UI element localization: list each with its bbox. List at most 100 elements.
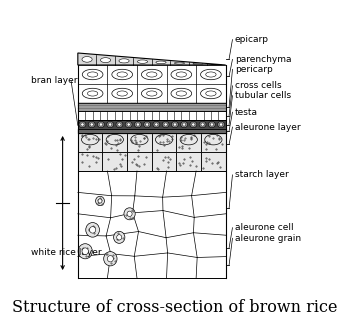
Text: starch layer: starch layer bbox=[235, 170, 289, 180]
Ellipse shape bbox=[138, 60, 148, 63]
Ellipse shape bbox=[118, 123, 121, 126]
Ellipse shape bbox=[79, 121, 86, 128]
Text: white rice layer: white rice layer bbox=[32, 248, 102, 257]
Ellipse shape bbox=[82, 88, 103, 99]
Ellipse shape bbox=[176, 72, 187, 77]
Ellipse shape bbox=[155, 134, 173, 145]
Ellipse shape bbox=[193, 63, 203, 64]
Bar bbox=[176, 152, 201, 171]
Ellipse shape bbox=[82, 248, 89, 255]
Ellipse shape bbox=[124, 208, 135, 220]
Bar bbox=[201, 133, 226, 152]
Ellipse shape bbox=[125, 121, 132, 128]
Ellipse shape bbox=[146, 123, 149, 126]
Ellipse shape bbox=[112, 88, 133, 99]
Ellipse shape bbox=[116, 121, 123, 128]
Ellipse shape bbox=[99, 123, 103, 126]
Ellipse shape bbox=[119, 59, 129, 63]
Bar bbox=[176, 133, 201, 152]
Ellipse shape bbox=[114, 231, 125, 243]
Ellipse shape bbox=[90, 227, 96, 233]
Ellipse shape bbox=[206, 72, 216, 77]
Ellipse shape bbox=[141, 88, 162, 99]
Ellipse shape bbox=[82, 134, 99, 145]
Ellipse shape bbox=[156, 61, 166, 64]
Ellipse shape bbox=[108, 123, 112, 126]
Ellipse shape bbox=[181, 121, 188, 128]
Ellipse shape bbox=[81, 123, 84, 126]
Ellipse shape bbox=[147, 72, 157, 77]
Ellipse shape bbox=[107, 255, 113, 262]
Ellipse shape bbox=[199, 121, 206, 128]
Bar bbox=[78, 171, 226, 278]
Ellipse shape bbox=[192, 123, 195, 126]
Text: aleurone layer: aleurone layer bbox=[235, 122, 301, 132]
Ellipse shape bbox=[78, 244, 92, 259]
Bar bbox=[78, 133, 103, 152]
Text: aleurone grain: aleurone grain bbox=[235, 234, 301, 243]
Ellipse shape bbox=[117, 72, 127, 77]
Ellipse shape bbox=[141, 69, 162, 80]
Bar bbox=[78, 103, 226, 111]
Ellipse shape bbox=[190, 121, 197, 128]
Ellipse shape bbox=[107, 121, 114, 128]
Bar bbox=[78, 120, 226, 129]
Ellipse shape bbox=[82, 69, 103, 80]
Bar bbox=[127, 152, 152, 171]
Ellipse shape bbox=[208, 121, 215, 128]
Text: parenchyma: parenchyma bbox=[235, 55, 292, 64]
Bar bbox=[152, 152, 176, 171]
Ellipse shape bbox=[182, 123, 186, 126]
Ellipse shape bbox=[162, 121, 169, 128]
Text: cross cells: cross cells bbox=[235, 81, 282, 90]
Ellipse shape bbox=[173, 123, 176, 126]
Ellipse shape bbox=[218, 121, 225, 128]
Bar bbox=[78, 152, 103, 171]
Ellipse shape bbox=[171, 88, 192, 99]
Ellipse shape bbox=[164, 123, 167, 126]
Bar bbox=[103, 133, 127, 152]
Ellipse shape bbox=[96, 196, 104, 206]
Ellipse shape bbox=[206, 91, 216, 96]
Text: testa: testa bbox=[235, 108, 258, 117]
Text: aleurone cell: aleurone cell bbox=[235, 223, 294, 232]
Ellipse shape bbox=[147, 91, 157, 96]
Ellipse shape bbox=[176, 91, 187, 96]
Ellipse shape bbox=[104, 252, 117, 266]
Ellipse shape bbox=[172, 121, 178, 128]
Bar bbox=[103, 152, 127, 171]
Ellipse shape bbox=[117, 91, 127, 96]
Ellipse shape bbox=[100, 58, 111, 63]
Polygon shape bbox=[78, 53, 226, 65]
Ellipse shape bbox=[106, 134, 124, 145]
Text: pericarp: pericarp bbox=[235, 65, 273, 74]
Ellipse shape bbox=[112, 69, 133, 80]
Ellipse shape bbox=[97, 121, 104, 128]
Ellipse shape bbox=[136, 123, 140, 126]
Bar bbox=[78, 111, 226, 120]
Ellipse shape bbox=[134, 121, 141, 128]
Ellipse shape bbox=[131, 134, 148, 145]
Ellipse shape bbox=[86, 222, 99, 237]
Ellipse shape bbox=[144, 121, 150, 128]
Ellipse shape bbox=[171, 69, 192, 80]
Ellipse shape bbox=[210, 123, 214, 126]
Ellipse shape bbox=[98, 199, 102, 203]
Bar bbox=[152, 133, 176, 152]
Bar bbox=[127, 133, 152, 152]
Bar bbox=[201, 152, 226, 171]
Ellipse shape bbox=[88, 121, 95, 128]
Text: bran layer: bran layer bbox=[32, 76, 78, 85]
Ellipse shape bbox=[211, 64, 222, 65]
Ellipse shape bbox=[127, 123, 130, 126]
Ellipse shape bbox=[117, 235, 122, 240]
Ellipse shape bbox=[88, 91, 98, 96]
Ellipse shape bbox=[219, 123, 223, 126]
Ellipse shape bbox=[201, 69, 221, 80]
Text: epicarp: epicarp bbox=[235, 35, 269, 44]
Ellipse shape bbox=[90, 123, 93, 126]
Ellipse shape bbox=[174, 62, 184, 64]
Ellipse shape bbox=[201, 123, 204, 126]
Text: Structure of cross-section of brown rice: Structure of cross-section of brown rice bbox=[12, 300, 338, 316]
Text: tubular cells: tubular cells bbox=[235, 91, 291, 100]
